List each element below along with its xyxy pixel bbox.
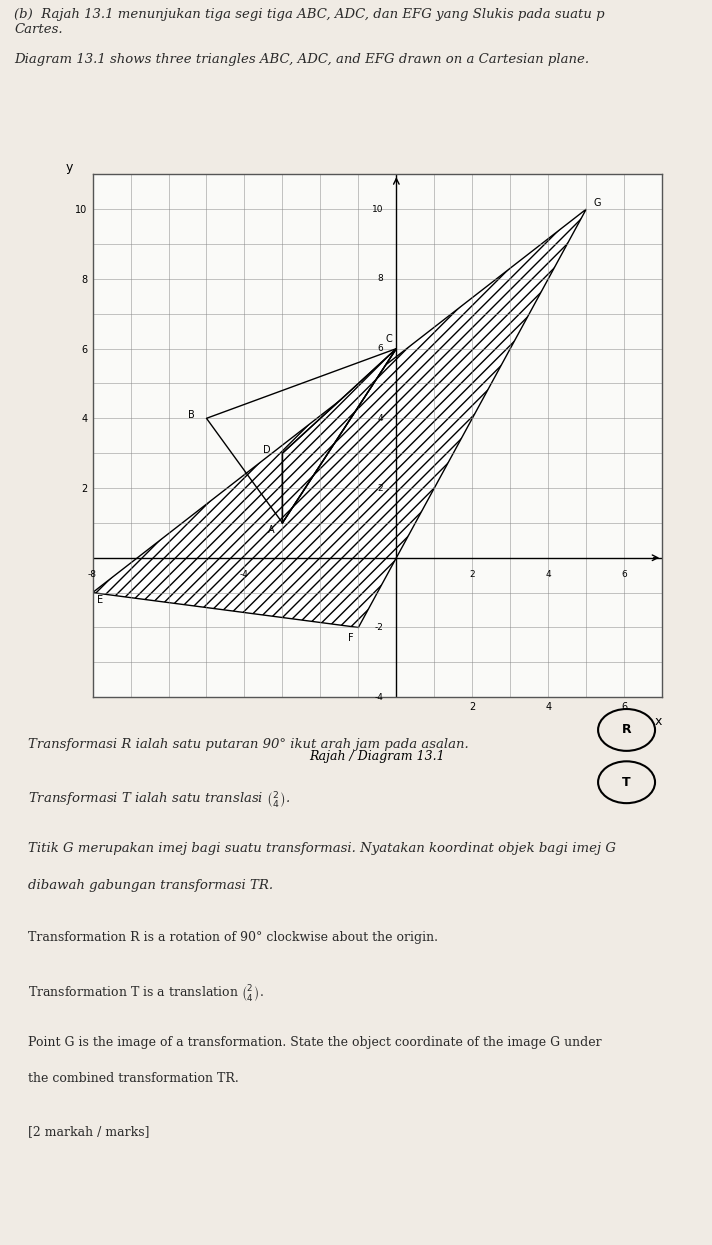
Text: [2 markah / marks]: [2 markah / marks] — [28, 1124, 150, 1138]
Text: F: F — [348, 634, 354, 644]
Text: -4: -4 — [375, 692, 383, 702]
Text: 4: 4 — [377, 413, 383, 423]
Text: 6: 6 — [622, 570, 627, 579]
Text: R: R — [622, 723, 632, 737]
Text: Transformation T is a translation $\binom{2}{4}$.: Transformation T is a translation $\bino… — [28, 984, 264, 1005]
Text: Titik G merupakan imej bagi suatu transformasi. Nyatakan koordinat objek bagi im: Titik G merupakan imej bagi suatu transf… — [28, 843, 617, 855]
Text: D: D — [263, 446, 271, 456]
Text: 10: 10 — [372, 204, 383, 214]
Polygon shape — [93, 209, 586, 627]
Y-axis label: y: y — [66, 162, 73, 174]
Text: 2: 2 — [469, 570, 475, 579]
Text: T: T — [622, 776, 631, 789]
Text: 2: 2 — [377, 483, 383, 493]
Text: Transformasi R ialah satu putaran 90° ikut arah jam pada asalan.: Transformasi R ialah satu putaran 90° ik… — [28, 738, 469, 751]
Text: 8: 8 — [377, 274, 383, 284]
Text: 6: 6 — [377, 344, 383, 354]
Text: A: A — [268, 525, 274, 535]
Text: Transformation R is a rotation of 90° clockwise about the origin.: Transformation R is a rotation of 90° cl… — [28, 931, 439, 944]
Text: (b)  Rajah 13.1 menunjukan tiga segi tiga ABC, ADC, dan EFG yang Slukis pada sua: (b) Rajah 13.1 menunjukan tiga segi tiga… — [14, 7, 605, 66]
Text: Rajah / Diagram 13.1: Rajah / Diagram 13.1 — [310, 749, 445, 763]
Polygon shape — [283, 349, 397, 523]
Text: the combined transformation TR.: the combined transformation TR. — [28, 1072, 239, 1086]
Text: -4: -4 — [240, 570, 249, 579]
Text: B: B — [188, 411, 194, 421]
Text: C: C — [385, 334, 392, 344]
Text: -2: -2 — [375, 622, 383, 632]
Text: G: G — [594, 198, 602, 208]
Text: E: E — [97, 595, 103, 605]
X-axis label: x: x — [655, 715, 662, 728]
Text: -8: -8 — [88, 570, 97, 579]
Text: Point G is the image of a transformation. State the object coordinate of the ima: Point G is the image of a transformation… — [28, 1036, 602, 1048]
Text: 4: 4 — [545, 570, 551, 579]
Text: Transformasi T ialah satu translasi $\binom{2}{4}$.: Transformasi T ialah satu translasi $\bi… — [28, 791, 291, 812]
Text: dibawah gabungan transformasi TR.: dibawah gabungan transformasi TR. — [28, 879, 273, 891]
